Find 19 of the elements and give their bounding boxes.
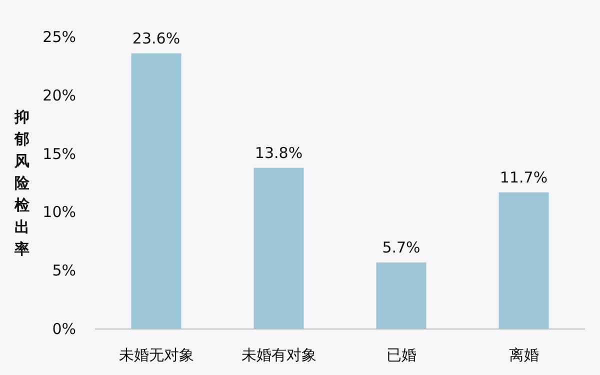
bar [254,168,304,329]
y-axis-title: 抑郁风险检出率 [14,108,30,258]
x-tick-label: 未婚有对象 [241,346,316,364]
x-tick-label: 未婚无对象 [118,346,194,364]
data-label: 13.8% [254,144,303,162]
y-tick-label: 25% [42,28,76,46]
x-tick-label: 已婚 [386,346,416,364]
y-tick-label: 0% [52,320,76,338]
y-tick-label: 5% [52,262,76,280]
bar [376,262,426,329]
y-tick-label: 20% [42,86,76,104]
bar [498,192,549,329]
data-label: 23.6% [132,29,180,48]
y-tick-label: 10% [42,203,76,222]
bar [131,53,182,329]
y-tick-label: 15% [42,144,76,163]
x-tick-label: 离婚 [508,346,539,364]
data-label: 5.7% [382,238,420,256]
data-label: 11.7% [500,168,548,186]
